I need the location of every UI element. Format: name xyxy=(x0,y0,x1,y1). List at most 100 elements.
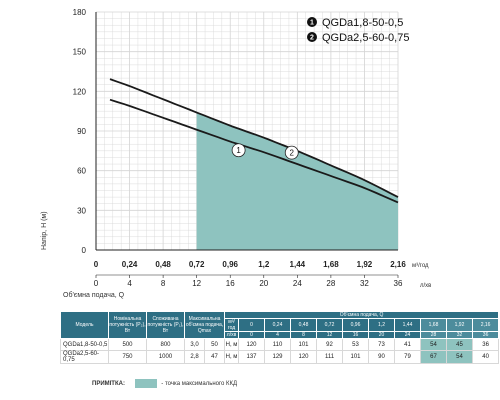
x-tick-bottom-label: 0 xyxy=(94,279,99,288)
x-tick-top-label: 0 xyxy=(94,260,99,269)
table-row: QGDa1,8-50-0,5 500 800 3,0 50 Н, м 120 110 101 92… xyxy=(60,338,500,351)
table-cell-head: 41 xyxy=(394,338,422,351)
x-tick-top-label: 1,68 xyxy=(323,260,339,269)
legend-marker-1-icon xyxy=(307,17,317,27)
th-flow-lmin: 4 xyxy=(264,331,292,339)
x-tick-bottom-label: 12 xyxy=(192,279,201,288)
x-tick-top-label: 0,24 xyxy=(122,260,138,269)
table-cell-head: 53 xyxy=(342,338,370,351)
x-axis-label: Об'ємна подача, Q xyxy=(63,291,125,299)
th-flow-lmin: 28 xyxy=(420,331,448,339)
th-max-flow: Максимальна об'ємна подача, Qmax xyxy=(183,311,226,339)
x-tick-bottom-label: 20 xyxy=(259,279,268,288)
table-cell-head: 67 xyxy=(420,350,448,364)
note-swatch xyxy=(134,379,157,388)
table-cell-head: 36 xyxy=(472,338,500,351)
th-flow-m3h: 0,72 xyxy=(316,318,344,332)
table-cell-head: 92 xyxy=(316,338,344,351)
legend-series-2: QGDa2,5-60-0,75 xyxy=(322,32,409,44)
th-units-flow: м³/год xyxy=(224,318,240,332)
legend-marker-2-icon xyxy=(307,32,317,42)
th-flow-lmin: 16 xyxy=(342,331,370,339)
table-cell: 800 xyxy=(146,338,185,351)
th-flow-lmin: 24 xyxy=(394,331,422,339)
legend-marker-1-num: 1 xyxy=(310,20,314,27)
legend-marker-2-num: 2 xyxy=(310,35,314,42)
y-tick-label: 180 xyxy=(73,8,87,17)
table-cell: 3,0 xyxy=(184,338,205,351)
curve-marker-1-label: 1 xyxy=(236,146,241,155)
table-cell: Н, м xyxy=(224,350,240,364)
table-cell-head: 129 xyxy=(264,350,292,364)
table-cell: 47 xyxy=(203,350,226,364)
x-tick-top-label: 0,72 xyxy=(189,260,205,269)
x-tick-bottom-label: 8 xyxy=(161,279,166,288)
chart-legend: 1 QGDa1,8-50-0,5 2 QGDa2,5-60-0,75 xyxy=(307,17,409,44)
table-cell-head: 111 xyxy=(316,350,344,364)
table-row: QGDa2,5-60-0,75 750 1000 2,8 47 Н, м 137 129 120… xyxy=(60,350,500,364)
note-label: ПРИМІТКА: xyxy=(92,381,125,388)
y-tick-label: 30 xyxy=(77,206,86,215)
table-cell-head: 101 xyxy=(342,350,370,364)
series-line-1 xyxy=(109,98,399,204)
x-tick-bottom-label: 28 xyxy=(326,279,335,288)
th-rated-power: Номінальна потужність (P₂), Вт xyxy=(108,311,147,339)
note: ПРИМІТКА: - точка максимального ККД xyxy=(92,379,237,388)
y-axis-label: Напір, Н (м) xyxy=(40,211,48,250)
table-cell: QGDa1,8-50-0,5 xyxy=(60,338,109,351)
table-cell-head: 120 xyxy=(238,338,266,351)
table-cell-head: 101 xyxy=(290,338,318,351)
curve-marker-2-icon xyxy=(284,145,299,160)
th-flow-m3h: 1,92 xyxy=(446,318,474,332)
th-flow-m3h: 1,2 xyxy=(368,318,396,332)
table-cell-head: 137 xyxy=(238,350,266,364)
table-cell: 750 xyxy=(108,350,147,364)
table-cell: QGDa2,5-60-0,75 xyxy=(60,350,109,364)
table-cell-head: 54 xyxy=(420,338,448,351)
table-cell: 500 xyxy=(108,338,147,351)
th-flow-m3h: 1,44 xyxy=(394,318,422,332)
y-tick-label: 90 xyxy=(77,127,86,136)
y-tick-label: 60 xyxy=(77,167,86,176)
table-cell-head: 79 xyxy=(394,350,422,364)
th-flow-lmin: 0 xyxy=(238,331,266,339)
table-cell-head: 40 xyxy=(472,350,500,364)
x-tick-bottom-label: 4 xyxy=(127,279,132,288)
th-flow-lmin: 8 xyxy=(290,331,318,339)
table-cell-head: 120 xyxy=(290,350,318,364)
table-cell-head: 54 xyxy=(446,350,474,364)
x-tick-top-label: 0,96 xyxy=(222,260,238,269)
y-tick-label: 150 xyxy=(73,48,87,57)
th-model: Модель xyxy=(60,311,109,339)
x-unit-top: м³/год xyxy=(412,263,429,269)
th-flow-m3h: 2,16 xyxy=(472,318,500,332)
table-cell: 1000 xyxy=(146,350,185,364)
x-unit-bottom: л/хв xyxy=(420,283,431,289)
x-tick-bottom-label: 16 xyxy=(226,279,235,288)
th-consumed-power: Споживана потужність (P₁), Вт xyxy=(146,311,185,339)
th-flow-m3h: 1,68 xyxy=(420,318,448,332)
x-tick-top-label: 0,48 xyxy=(155,260,171,269)
curve-marker-2-label: 2 xyxy=(290,149,295,158)
note-text: - точка максимального ККД xyxy=(161,381,238,388)
table-cell-head: 90 xyxy=(368,350,396,364)
series-line-2 xyxy=(109,78,399,198)
pump-spec-table: Модель Номінальна потужність (P₂), Вт Сп… xyxy=(60,311,500,364)
th-flow-lmin: 32 xyxy=(446,331,474,339)
th-flow-lmin: 12 xyxy=(316,331,344,339)
x-tick-top-label: 1,44 xyxy=(290,260,306,269)
table-cell: 50 xyxy=(203,338,226,351)
x-tick-top-label: 2,16 xyxy=(390,260,406,269)
table-cell-head: 110 xyxy=(264,338,292,351)
th-flow-m3h: 0,48 xyxy=(290,318,318,332)
th-flow-m3h: 0 xyxy=(238,318,266,332)
x-tick-bottom-label: 32 xyxy=(360,279,369,288)
th-flow-m3h: 0,96 xyxy=(342,318,370,332)
chart-axes xyxy=(95,12,398,276)
curve-marker-1-icon xyxy=(231,143,246,158)
th-flow-m3h: 0,24 xyxy=(264,318,292,332)
th-units-lmin: л/хв xyxy=(224,331,240,339)
